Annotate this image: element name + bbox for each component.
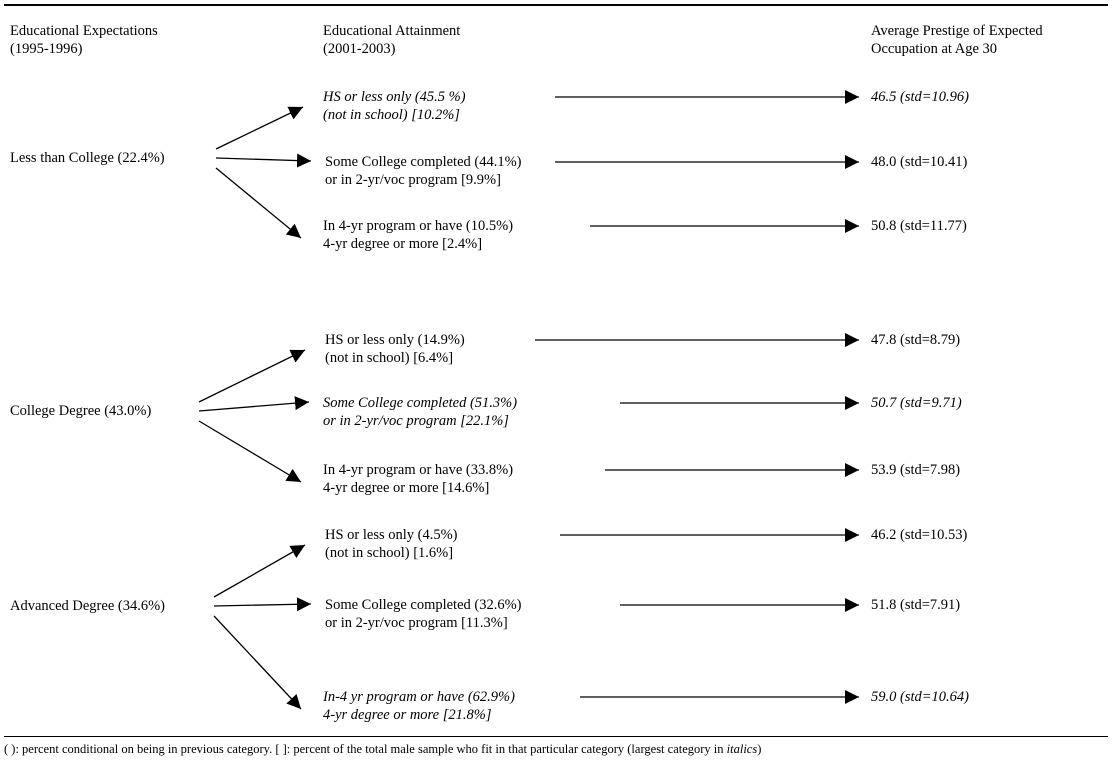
prestige-value: 53.9 (std=7.98)	[871, 462, 961, 478]
branch-arrow	[198, 420, 302, 483]
attainment-line2: or in 2-yr/voc program [22.1%]	[323, 413, 509, 429]
attainment-line2: (not in school) [1.6%]	[325, 545, 454, 561]
header-prestige-subtitle: Occupation at Age 30	[871, 41, 998, 57]
attainment-line2: 4-yr degree or more [21.8%]	[323, 707, 492, 723]
branch-arrow	[213, 615, 302, 710]
footnote-emphasis: italics	[726, 742, 758, 756]
attainment-line2: or in 2-yr/voc program [11.3%]	[325, 615, 508, 631]
prestige-value: 47.8 (std=8.79)	[871, 332, 961, 348]
attainment-line2: or in 2-yr/voc program [9.9%]	[325, 172, 501, 188]
attainment-node: Some College completed (51.3%) or in 2-yr…	[323, 394, 517, 430]
footnote: ( ): percent conditional on being in pre…	[4, 742, 761, 757]
branch-arrow	[198, 349, 306, 403]
prestige-value: 51.8 (std=7.91)	[871, 597, 961, 613]
attainment-line2: (not in school) [10.2%]	[323, 107, 460, 123]
header-expectations-title: Educational Expectations	[10, 23, 158, 39]
attainment-line1: Some College completed (44.1%)	[325, 154, 522, 170]
prestige-value: 59.0 (std=10.64)	[871, 689, 969, 705]
attainment-node: Some College completed (44.1%) or in 2-yr…	[325, 153, 522, 189]
attainment-node: HS or less only (14.9%) (not in school) […	[325, 331, 465, 367]
branch-arrow	[215, 167, 302, 239]
attainment-node: In 4-yr program or have (10.5%) 4-yr degr…	[323, 217, 513, 253]
prestige-value: 48.0 (std=10.41)	[871, 154, 968, 170]
attainment-line1: In-4 yr program or have (62.9%)	[323, 689, 515, 705]
prestige-value: 46.5 (std=10.96)	[871, 89, 969, 105]
attainment-line1: Some College completed (51.3%)	[323, 395, 518, 411]
attainment-line1: HS or less only (4.5%)	[325, 527, 458, 543]
footnote-prefix: ( ): percent conditional on being in pre…	[4, 742, 727, 756]
header-prestige-title: Average Prestige of Expected	[871, 23, 1043, 39]
branch-arrow	[213, 597, 312, 612]
header-prestige: Average Prestige of Expected Occupation …	[871, 22, 1043, 58]
attainment-line1: Some College completed (32.6%)	[325, 597, 522, 613]
header-attainment-years: (2001-2003)	[323, 41, 396, 57]
prestige-value: 46.2 (std=10.53)	[871, 527, 968, 543]
prestige-value: 50.8 (std=11.77)	[871, 218, 967, 234]
branch-arrow	[215, 153, 312, 168]
expectation-label: Advanced Degree (34.6%)	[10, 598, 165, 614]
expectation-label: Less than College (22.4%)	[10, 150, 165, 166]
header-attainment-title: Educational Attainment	[323, 23, 461, 39]
header-expectations: Educational Expectations (1995-1996)	[10, 22, 158, 58]
attainment-line1: HS or less only (45.5 %)	[323, 89, 466, 105]
attainment-node: Some College completed (32.6%) or in 2-yr…	[325, 596, 522, 632]
header-attainment: Educational Attainment (2001-2003)	[323, 22, 460, 58]
attainment-node: In-4 yr program or have (62.9%) 4-yr degr…	[323, 688, 515, 724]
footnote-suffix: )	[757, 742, 762, 756]
bottom-rule	[4, 736, 1108, 737]
top-rule	[4, 4, 1108, 6]
attainment-line1: HS or less only (14.9%)	[325, 332, 465, 348]
attainment-line2: 4-yr degree or more [14.6%]	[323, 480, 490, 496]
attainment-node: In 4-yr program or have (33.8%) 4-yr degr…	[323, 461, 513, 497]
branch-arrow	[213, 544, 306, 598]
attainment-line2: (not in school) [6.4%]	[325, 350, 454, 366]
prestige-value: 50.7 (std=9.71)	[871, 395, 962, 411]
expectation-label: College Degree (43.0%)	[10, 403, 152, 419]
attainment-node: HS or less only (45.5 %) (not in school) …	[323, 88, 466, 124]
branch-arrow	[198, 396, 310, 412]
header-expectations-years: (1995-1996)	[10, 41, 83, 57]
attainment-line2: 4-yr degree or more [2.4%]	[323, 236, 483, 252]
attainment-node: HS or less only (4.5%) (not in school) [1…	[325, 526, 458, 562]
attainment-line1: In 4-yr program or have (10.5%)	[323, 218, 514, 234]
branch-arrow	[215, 106, 304, 150]
attainment-line1: In 4-yr program or have (33.8%)	[323, 462, 514, 478]
